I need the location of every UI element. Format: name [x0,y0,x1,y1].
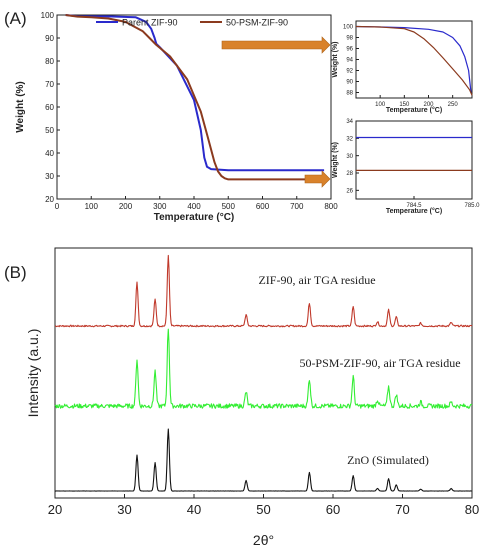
xrd-series-1 [54,254,473,328]
x-tick-label: 150 [399,102,410,108]
x-tick-label: 785.0 [464,203,480,209]
xrd-series-label-1: ZIF-90, air TGA residue [258,273,375,287]
legend-label-1: Parent ZIF-90 [122,18,178,28]
x-tick-label: 200 [119,202,133,211]
x-tick-label: 80 [465,502,479,517]
y-tick-label: 50 [45,126,54,135]
panel-label-b: (B) [4,263,27,282]
y-tick-label: 88 [346,91,353,97]
x-tick-label: 30 [117,502,131,517]
tga_inset_bottom-frame [355,120,473,200]
y-tick-label: 100 [41,11,55,20]
tga-main-chart: 0 100 200 300 400 500 600 700 800 20 30 40 50 60 70 80 9… [15,11,338,223]
y-tick-label: 20 [45,195,54,204]
y-tick-label: 34 [346,119,353,125]
y-axis-label: Weight (%) [15,81,26,132]
arrow-to-top-inset [221,36,331,54]
x-tick-label: 600 [256,202,270,211]
x-tick-label: 250 [448,102,459,108]
x-tick-label: 50 [256,502,270,517]
y-axis-label: Weight (%) [332,41,339,77]
y-tick-label: 94 [346,58,353,64]
y-tick-label: 32 [346,136,353,142]
tga-inset-bottom-chart: 784.5 785.0 26 28 30 32 34 Temperature (°C) Weig… [332,119,480,215]
y-tick-label: 30 [45,172,54,181]
y-tick-label: 60 [45,103,54,112]
y-axis-label: Weight (%) [332,142,339,178]
y-axis-label: Intensity (a.u.) [25,329,41,418]
x-axis-label: Temperature (°C) [386,207,442,215]
y-tick-label: 100 [343,25,354,31]
x-tick-label: 700 [290,202,304,211]
y-tick-label: 80 [45,57,54,66]
y-tick-label: 28 [346,171,353,177]
x-tick-label: 300 [153,202,167,211]
series-line-1 [65,14,325,172]
x-tick-label: 800 [324,202,338,211]
xrd-series-2 [54,328,473,409]
x-tick-label: 400 [187,202,201,211]
series-line-2 [355,25,473,96]
x-tick-label: 0 [55,202,60,211]
legend-label-2: 50-PSM-ZIF-90 [226,18,288,28]
x-tick-label: 60 [326,502,340,517]
y-tick-label: 98 [346,36,353,42]
y-tick-label: 96 [346,47,353,53]
x-axis-label: Temperature (°C) [386,106,442,114]
xrd-chart: 20 30 40 50 60 70 80 2θ° Intensity (a.u.) ZIF-90,… [25,247,479,548]
x-tick-label: 500 [222,202,236,211]
xrd-series-label-3: ZnO (Simulated) [347,453,429,467]
x-tick-label: 200 [423,102,434,108]
inset-arrows [221,36,331,188]
x-tick-label: 20 [48,502,62,517]
x-tick-label: 784.5 [406,203,422,209]
xrd-series-3 [55,428,472,492]
y-tick-label: 92 [346,69,353,75]
x-tick-label: 100 [85,202,99,211]
y-tick-label: 40 [45,149,54,158]
x-tick-label: 70 [395,502,409,517]
y-tick-label: 26 [346,188,353,194]
xrd-series-label-2: 50-PSM-ZIF-90, air TGA residue [299,356,460,370]
x-axis-label: 2θ° [253,532,274,548]
panel-label-a: (A) [4,9,27,28]
y-tick-label: 30 [346,154,353,160]
y-tick-label: 90 [45,34,54,43]
x-tick-label: 100 [375,102,386,108]
series-line-1 [355,25,472,93]
y-tick-label: 70 [45,80,54,89]
y-tick-label: 90 [346,80,353,86]
series-line-2 [65,14,325,181]
x-tick-label: 40 [187,502,201,517]
arrow-to-bottom-inset [304,170,331,188]
x-axis-label: Temperature (°C) [154,212,235,223]
